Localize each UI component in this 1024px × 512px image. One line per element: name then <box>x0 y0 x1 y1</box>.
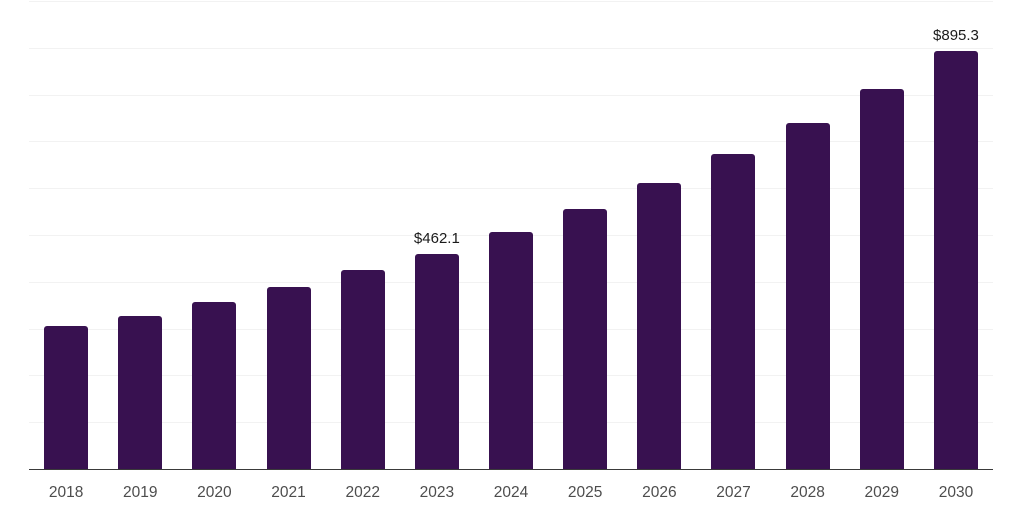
x-tick-2030: 2030 <box>938 484 974 501</box>
bar-2028 <box>785 123 830 470</box>
bar-2020 <box>192 301 237 470</box>
plot-area: $462.1 $895.3 <box>29 1 993 470</box>
gridline-700 <box>29 141 993 143</box>
bar-2022 <box>340 269 385 470</box>
bar-slot-2023: $462.1 <box>400 2 474 470</box>
bar-2019 <box>118 316 163 470</box>
gridline-1000 <box>29 1 993 2</box>
bar-2029 <box>859 88 904 470</box>
bar-slot-2019 <box>103 2 177 470</box>
bar-2027 <box>711 154 756 470</box>
bar-slot-2025 <box>548 2 622 470</box>
bar-slot-2029 <box>845 2 919 470</box>
bar-slot-2020 <box>177 2 251 470</box>
gridline-600 <box>29 188 993 190</box>
bar-slot-2022 <box>326 2 400 470</box>
data-label-2030: $895.3 <box>933 27 979 44</box>
x-tick-2026: 2026 <box>642 484 677 501</box>
bar-2026 <box>637 182 682 470</box>
bars-container: $462.1 $895.3 <box>29 2 993 470</box>
bar-2024 <box>489 232 534 470</box>
x-tick-2028: 2028 <box>790 484 825 501</box>
bar-2023 <box>414 253 459 470</box>
x-tick-2024: 2024 <box>493 484 529 501</box>
bar-slot-2024 <box>474 2 548 470</box>
bar-2021 <box>266 287 311 470</box>
x-tick-2020: 2020 <box>197 484 232 501</box>
bar-slot-2026 <box>622 2 696 470</box>
bar-slot-2028 <box>771 2 845 470</box>
x-tick-2021: 2021 <box>271 484 306 501</box>
data-label-2023: $462.1 <box>413 229 460 247</box>
x-tick-2022: 2022 <box>345 484 380 501</box>
gridline-800 <box>29 94 993 96</box>
x-tick-2025: 2025 <box>567 484 603 501</box>
bar-2025 <box>563 208 608 470</box>
bar-slot-2030: $895.3 <box>919 2 993 470</box>
gridline-900 <box>29 47 993 49</box>
x-axis-line <box>29 468 993 470</box>
x-tick-2018: 2018 <box>48 484 84 501</box>
bar-2018 <box>44 325 89 470</box>
x-tick-2027: 2027 <box>716 484 751 501</box>
bar-2030 <box>933 51 978 470</box>
x-tick-2023: 2023 <box>419 484 455 501</box>
x-tick-2029: 2029 <box>864 484 900 501</box>
bar-slot-2021 <box>251 2 325 470</box>
bar-slot-2018 <box>29 2 103 470</box>
bar-slot-2027 <box>696 2 770 470</box>
x-axis-labels: 2018 2019 2020 2021 2022 2023 2024 2025 2026 2027… <box>29 484 993 502</box>
x-tick-2019: 2019 <box>122 484 158 501</box>
